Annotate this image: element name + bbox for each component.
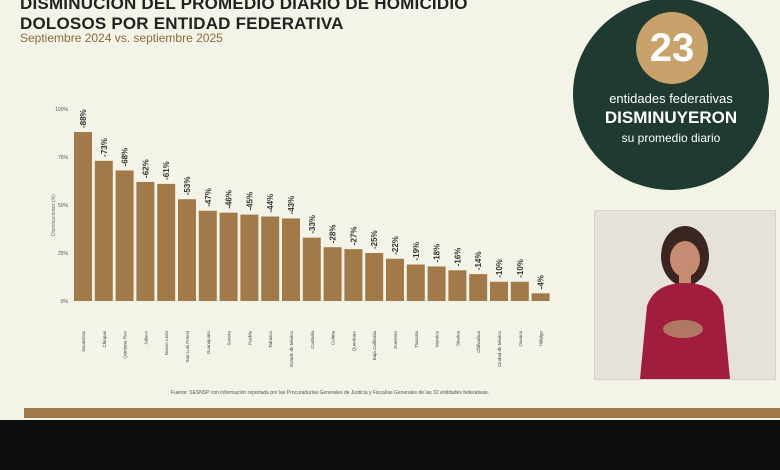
category-label: Quintana Roo [123, 331, 128, 359]
y-tick-label: 75% [58, 155, 69, 161]
bar [386, 258, 404, 301]
badge-line-2: DISMINUYERON [604, 108, 738, 127]
bar-value-label: -43% [287, 196, 296, 215]
category-label: Querétaro [351, 331, 356, 352]
category-label: Guanajuato [206, 331, 211, 355]
screen-bezel [0, 420, 780, 470]
bar [427, 266, 446, 301]
bar-value-label: -62% [141, 159, 150, 178]
bar-value-label: -47% [204, 188, 213, 207]
category-label: San Luis Potosí [185, 330, 190, 362]
bar-chart: 0% 25% 50% 75% 100% -88% -73% -68% -62% -61% -53%… [51, 107, 550, 368]
bar [302, 237, 321, 301]
bar [365, 253, 384, 301]
bar-value-label: -10% [516, 259, 525, 278]
bar-value-label: -28% [329, 225, 338, 244]
category-label: Estado de México [289, 331, 294, 367]
badge-line-3: su promedio diario [621, 131, 721, 145]
bar [448, 270, 467, 301]
bar-value-label: -22% [391, 236, 400, 255]
interpreter-figure [640, 226, 730, 379]
badge-number: 23 [649, 26, 695, 70]
bar [178, 199, 196, 301]
bar-value-label: -61% [162, 161, 171, 180]
bar [323, 247, 342, 301]
category-label: Puebla [247, 331, 252, 346]
category-label: Sonora [227, 331, 232, 346]
bar [490, 281, 508, 301]
category-label: Ciudad de México [497, 331, 502, 368]
category-label: Baja California [372, 331, 377, 361]
bar [198, 210, 217, 301]
badge-number-circle: 23 [636, 12, 708, 84]
bar [406, 264, 425, 301]
category-label: Chihuahua [476, 331, 481, 353]
category-label: Morelos [435, 330, 440, 347]
category-label: Tabasco [268, 331, 273, 348]
bar [531, 293, 550, 301]
bar-value-label: -19% [412, 242, 421, 261]
bar-value-label: -27% [349, 226, 358, 245]
bar-value-label: -44% [266, 194, 275, 213]
bar-value-label: -68% [121, 148, 130, 167]
bar [261, 216, 280, 301]
category-label: Tlaxcala [414, 331, 419, 348]
slide: DISMINUCIÓN DEL PROMEDIO DIARIO DE HOMIC… [0, 0, 780, 420]
y-tick-label: 25% [58, 251, 69, 257]
slide-subtitle: Septiembre 2024 vs. septiembre 2025 [20, 31, 223, 45]
bar [240, 214, 259, 301]
bar [115, 170, 134, 301]
category-label: Coahuila [310, 331, 315, 349]
category-label: Zacatecas [81, 330, 86, 352]
y-tick-label: 0% [61, 299, 69, 305]
slide-title: DISMINUCIÓN DEL PROMEDIO DIARIO DE HOMIC… [20, 0, 468, 33]
bar [282, 218, 300, 301]
bar-value-label: -46% [225, 190, 234, 209]
bar [344, 249, 363, 301]
source-note: Fuente: SESNSP con información reportada… [170, 390, 490, 396]
category-label: Hidalgo [539, 331, 544, 347]
bar-value-label: -45% [245, 192, 254, 211]
bar-value-label: -14% [474, 251, 483, 270]
y-tick-label: 100% [55, 107, 68, 113]
category-label: Sinaloa [455, 331, 460, 347]
bar-value-label: -88% [79, 109, 88, 128]
bar [469, 274, 488, 301]
slide-bottom-strip [24, 408, 780, 418]
summary-badge: 23 entidades federativas DISMINUYERON su… [573, 0, 769, 190]
sign-language-interpreter-video [594, 210, 776, 380]
badge-line-1: entidades federativas [609, 91, 733, 106]
category-label: Oaxaca [518, 331, 523, 347]
bar-value-label: -10% [495, 259, 504, 278]
bar-value-label: -73% [100, 138, 109, 157]
category-label: Nuevo León [164, 331, 169, 356]
bar-value-label: -25% [370, 230, 379, 249]
bar [157, 183, 176, 301]
bar-value-label: -16% [453, 248, 462, 267]
y-axis-label: Disminuciones (%) [51, 194, 57, 236]
category-label: Colima [331, 331, 336, 346]
bar [136, 181, 155, 301]
bar-value-label: -4% [537, 275, 546, 289]
bar-value-label: -18% [433, 244, 442, 263]
category-label: Chiapas [102, 330, 107, 347]
category-label: Jalisco [143, 331, 148, 345]
y-tick-label: 50% [58, 203, 69, 209]
bar [74, 132, 92, 301]
category-label: Guerrero [393, 331, 398, 350]
bar [510, 281, 529, 301]
bar [94, 160, 113, 301]
bar-value-label: -53% [183, 177, 192, 196]
bar-value-label: -33% [308, 215, 317, 234]
bar [219, 212, 238, 301]
